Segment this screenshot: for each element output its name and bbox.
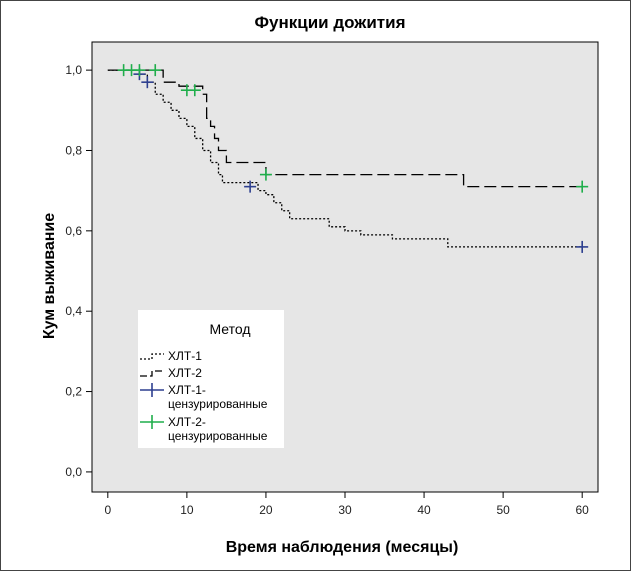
y-axis-label: Кум выживание — [41, 213, 58, 339]
x-tick-label: 30 — [338, 503, 352, 517]
censored-mark-2 — [188, 84, 201, 97]
legend-label-3-line-1: ХЛТ-1- — [168, 383, 206, 397]
legend-box — [138, 310, 284, 448]
y-tick-label: 0,2 — [65, 385, 82, 399]
x-tick-label: 0 — [104, 503, 111, 517]
x-tick-label: 50 — [496, 503, 510, 517]
censored-mark-1 — [576, 240, 589, 253]
legend-label-3-line-2: цензурированные — [168, 397, 268, 411]
axes: 0 10 20 30 40 50 60 0,0 0,2 0,4 0,6 0,8 1,0 — [65, 63, 589, 517]
y-tick-label: 1,0 — [65, 63, 82, 77]
series-line-2 — [107, 69, 583, 188]
censored-mark-1 — [244, 180, 257, 193]
censored-mark-1 — [141, 76, 154, 89]
y-tick-label: 0,4 — [65, 304, 82, 318]
legend-label-1: ХЛТ-1 — [168, 349, 202, 363]
y-tick-label: 0,6 — [65, 224, 82, 238]
x-tick-label: 40 — [417, 503, 431, 517]
x-tick-label: 60 — [576, 503, 590, 517]
chart-title: Функции дожития — [255, 13, 406, 32]
y-tick-label: 0,8 — [65, 143, 82, 157]
legend: МетодХЛТ-1ХЛТ-2ХЛТ-1-цензурированныеХЛТ-… — [138, 310, 284, 448]
censored-mark-2 — [259, 168, 272, 181]
legend-label-4-line-2: цензурированные — [168, 429, 268, 443]
censored-mark-2 — [133, 64, 146, 77]
x-axis-label: Время наблюдения (месяцы) — [226, 539, 459, 556]
y-tick-label: 0,0 — [65, 465, 82, 479]
censored-mark-2 — [576, 180, 589, 193]
x-tick-label: 20 — [259, 503, 273, 517]
legend-title: Метод — [209, 321, 250, 337]
x-tick-label: 10 — [180, 503, 194, 517]
legend-swatch-1 — [140, 353, 164, 360]
series-line-1 — [107, 69, 583, 248]
legend-label-4-line-1: ХЛТ-2- — [168, 415, 206, 429]
legend-swatch-2 — [140, 370, 164, 377]
censored-mark-2 — [149, 64, 162, 77]
legend-label-2: ХЛТ-2 — [168, 366, 202, 380]
series-layer — [107, 64, 589, 253]
